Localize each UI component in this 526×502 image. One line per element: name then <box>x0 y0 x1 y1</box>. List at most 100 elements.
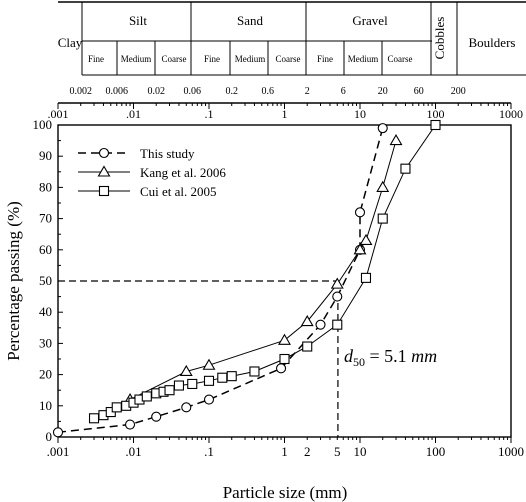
x-minor-tick-label: 5 <box>334 444 341 459</box>
data-point-square <box>187 378 198 390</box>
y-tick-label: 70 <box>39 211 52 226</box>
gravel-label: Gravel <box>352 13 388 28</box>
plot-frame <box>57 102 512 438</box>
data-point-square <box>111 402 122 413</box>
data-point-circle <box>332 291 343 302</box>
series-line <box>129 140 397 401</box>
legend-marker-triangle <box>97 165 111 177</box>
boundary-label: 0.02 <box>147 86 165 97</box>
y-tick-label: 10 <box>39 398 52 413</box>
y-tick-label: 80 <box>39 179 52 194</box>
data-point-square <box>173 380 185 391</box>
table-dividers <box>81 2 458 75</box>
y-axis-ticks: 0 10 20 30 40 50 60 70 80 90 100 <box>33 117 63 444</box>
data-point-circle <box>275 363 287 374</box>
x-tick-label: 10 <box>354 444 367 459</box>
top-tick-label: 10 <box>354 107 366 121</box>
y-tick-label: 50 <box>39 273 52 288</box>
data-point-circle <box>354 207 366 218</box>
x-tick-label: 1 <box>281 444 288 459</box>
y-tick-label: 0 <box>46 429 53 444</box>
data-point-square <box>164 385 175 396</box>
d50-unit: mm <box>411 346 437 366</box>
boundary-label: 200 <box>451 86 466 97</box>
boundary-label: 60 <box>414 86 424 97</box>
x-tick-label: 1000 <box>498 444 524 459</box>
y-tick-label: 40 <box>39 304 52 319</box>
d50-equals: = 5.1 <box>365 346 411 366</box>
y-tick-label: 30 <box>39 335 52 350</box>
data-point-circle <box>377 123 388 134</box>
data-point-square <box>226 371 237 382</box>
boundary-label: 6 <box>341 86 346 97</box>
legend: This study Kang et al. 2006 Cui et al. 2… <box>78 146 226 199</box>
data-point-square <box>302 341 313 352</box>
series-square <box>88 119 441 424</box>
y-tick-label: 100 <box>33 117 53 132</box>
data-point-circle <box>124 419 136 430</box>
clay-label: Clay <box>58 35 83 50</box>
data-point-triangle <box>353 243 367 255</box>
silt-label: Silt <box>129 13 147 28</box>
data-point-square <box>400 163 411 174</box>
boundary-labels: 0.002 0.006 0.02 0.06 0.2 0.6 2 6 20 60 200 <box>69 86 465 97</box>
boundary-label: 0.2 <box>225 86 238 97</box>
x-tick-label: .01 <box>125 444 141 459</box>
sand-coarse-label: Coarse <box>276 54 301 64</box>
d50-annotation: d50 = 5.1 mm <box>58 280 437 437</box>
data-point-triangle <box>300 314 314 327</box>
legend-label-kang: Kang et al. 2006 <box>140 165 226 180</box>
silt-coarse-label: Coarse <box>162 54 187 64</box>
sand-medium-label: Medium <box>235 54 266 64</box>
x-tick-label: .001 <box>47 444 70 459</box>
gravel-fine-label: Fine <box>317 54 333 64</box>
data-point-circle <box>181 402 192 413</box>
legend-marker-square <box>98 185 110 197</box>
data-point-square <box>141 391 152 402</box>
data-point-square <box>279 353 290 365</box>
data-point-circle <box>315 319 326 330</box>
data-point-square <box>203 375 215 386</box>
x-minor-tick-label: 2 <box>304 444 311 459</box>
gravel-coarse-label: Coarse <box>388 54 413 64</box>
data-point-triangle <box>359 233 373 245</box>
x-axis-title: Particle size (mm) <box>223 483 348 502</box>
top-tick-label: 1 <box>282 107 288 121</box>
top-tick-label: .1 <box>205 107 214 121</box>
boundary-label: 0.006 <box>106 86 129 97</box>
sand-fine-label: Fine <box>204 54 220 64</box>
data-point-square <box>88 413 100 424</box>
legend-marker-circle <box>98 147 110 159</box>
data-point-triangle <box>202 358 216 370</box>
silt-medium-label: Medium <box>121 54 152 64</box>
data-point-circle <box>52 427 64 438</box>
d50-subscript: 50 <box>353 355 365 369</box>
boundary-label: 20 <box>378 86 388 97</box>
data-point-circle <box>151 411 162 422</box>
boulders-label: Boulders <box>469 35 516 50</box>
classification-table: Clay Silt Sand Gravel Cobbles Boulders F… <box>58 1 526 97</box>
y-tick-label: 60 <box>39 242 52 257</box>
data-point-square <box>377 213 388 224</box>
legend-label-cui: Cui et al. 2005 <box>140 184 217 199</box>
y-tick-label: 20 <box>39 367 52 382</box>
data-point-triangle <box>179 364 193 377</box>
data-point-triangle <box>278 333 291 345</box>
data-point-triangle <box>376 180 390 192</box>
top-tick-label: 1000 <box>499 107 523 121</box>
y-tick-label: 90 <box>39 148 52 163</box>
data-point-square <box>249 366 260 377</box>
data-point-triangle <box>389 134 403 146</box>
d50-symbol: d <box>344 346 354 366</box>
d50-label: d50 = 5.1 mm <box>344 346 437 369</box>
cobbles-label: Cobbles <box>432 17 447 60</box>
boundary-label: 0.6 <box>262 86 275 97</box>
boundary-label: 0.06 <box>184 86 202 97</box>
data-point-square <box>360 272 372 283</box>
top-tick-label: .001 <box>48 107 69 121</box>
data-series <box>52 119 441 438</box>
y-axis-title: Percentage passing (%) <box>4 201 23 361</box>
data-point-circle <box>203 394 215 405</box>
x-axis-ticks: .001 .01 .1 1 10 100 1000 .001 .01 .1 1 10 100 1000 2 5 <box>47 103 524 459</box>
